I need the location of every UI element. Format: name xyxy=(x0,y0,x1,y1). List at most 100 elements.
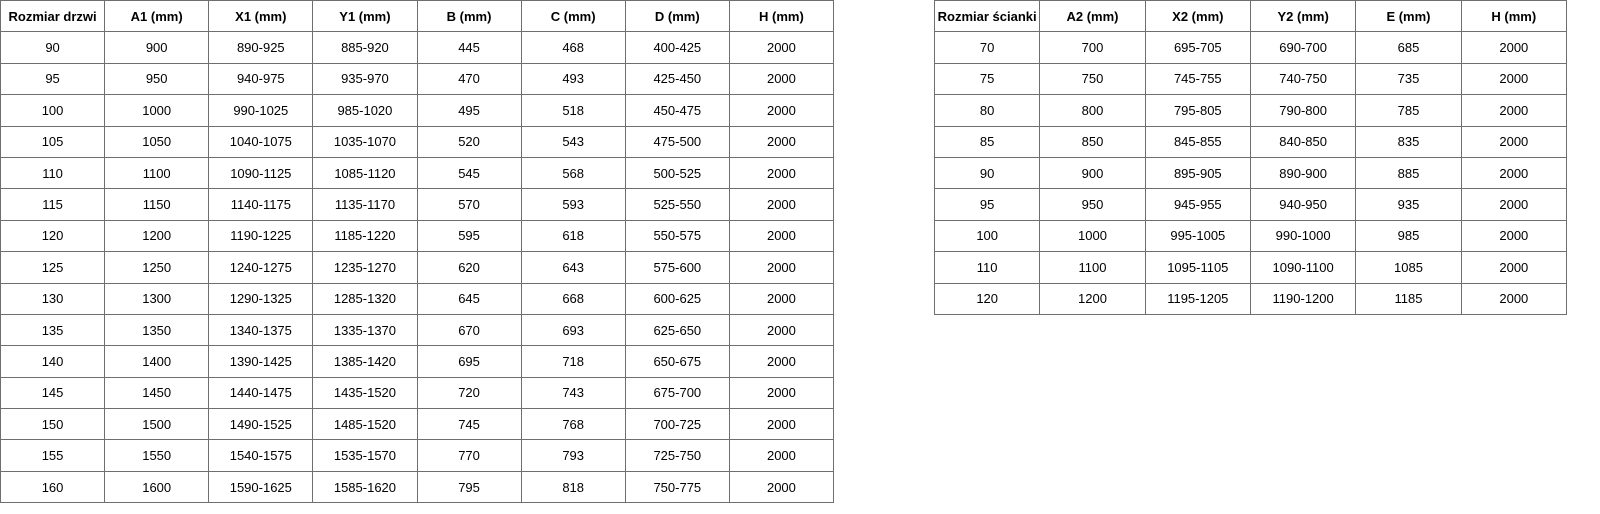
table-cell: 155 xyxy=(0,439,106,472)
table-cell: 840-850 xyxy=(1249,125,1357,158)
table-cell: 2000 xyxy=(1460,31,1568,64)
table-cell: 2000 xyxy=(1460,188,1568,221)
table-cell: 1390-1425 xyxy=(208,345,314,378)
table-cell: 2000 xyxy=(1460,62,1568,96)
table-row: 130 1300 1290-1325 1285-1320 645 668 600-625 20… xyxy=(0,282,835,315)
table-cell: 90 xyxy=(933,156,1041,190)
table-cell: 2000 xyxy=(1460,219,1568,253)
table-cell: 790-800 xyxy=(1249,94,1357,127)
table-cell: 900 xyxy=(1039,156,1146,190)
column-header: A2 (mm) xyxy=(1039,0,1146,33)
table-row: 105 1050 1040-1075 1035-1070 520 543 475-500 20… xyxy=(0,125,835,158)
table-row: 90 900 895-905 890-900 885 2000 xyxy=(933,156,1568,190)
table-cell: 2000 xyxy=(728,62,835,96)
table-cell: 2000 xyxy=(1460,156,1568,190)
table-cell: 120 xyxy=(933,282,1041,315)
column-header: H (mm) xyxy=(1460,0,1568,33)
column-header: Y1 (mm) xyxy=(312,0,418,33)
table-cell: 835 xyxy=(1355,125,1462,158)
table-cell: 768 xyxy=(520,408,626,441)
table-cell: 1035-1070 xyxy=(312,125,418,158)
table-cell: 1085 xyxy=(1355,251,1462,284)
table-cell: 795-805 xyxy=(1144,94,1251,127)
table-row: 135 1350 1340-1375 1335-1370 670 693 625-650 20… xyxy=(0,313,835,347)
table-cell: 650-675 xyxy=(624,345,730,378)
table-cell: 568 xyxy=(520,156,626,190)
column-header: E (mm) xyxy=(1355,0,1462,33)
table-cell: 1485-1520 xyxy=(312,408,418,441)
table-cell: 1095-1105 xyxy=(1144,251,1251,284)
table-cell: 818 xyxy=(520,470,626,504)
table-cell: 950 xyxy=(104,62,210,96)
table-cell: 845-855 xyxy=(1144,125,1251,158)
table-row: 100 1000 995-1005 990-1000 985 2000 xyxy=(933,219,1568,253)
table-cell: 500-525 xyxy=(624,156,730,190)
table-cell: 850 xyxy=(1039,125,1146,158)
table-cell: 625-650 xyxy=(624,313,730,347)
table-cell: 1150 xyxy=(104,188,210,221)
table-cell: 795 xyxy=(416,470,522,504)
table-cell: 110 xyxy=(0,156,106,190)
table-row: 90 900 890-925 885-920 445 468 400-425 2000 xyxy=(0,31,835,64)
table-row: 120 1200 1190-1225 1185-1220 595 618 550-575 20… xyxy=(0,219,835,253)
table-cell: 130 xyxy=(0,282,106,315)
table-row: 95 950 940-975 935-970 470 493 425-450 2000 xyxy=(0,62,835,96)
table-cell: 2000 xyxy=(728,345,835,378)
table-cell: 620 xyxy=(416,251,522,284)
table-cell: 745-755 xyxy=(1144,62,1251,96)
table-row: 110 1100 1090-1125 1085-1120 545 568 500-525 20… xyxy=(0,156,835,190)
column-header: D (mm) xyxy=(624,0,730,33)
table-cell: 1090-1125 xyxy=(208,156,314,190)
table-cell: 695 xyxy=(416,345,522,378)
table-cell: 80 xyxy=(933,94,1041,127)
table-cell: 400-425 xyxy=(624,31,730,64)
table-cell: 2000 xyxy=(1460,125,1568,158)
table-row: 125 1250 1240-1275 1235-1270 620 643 575-600 20… xyxy=(0,251,835,284)
table-cell: 135 xyxy=(0,313,106,347)
column-header: X1 (mm) xyxy=(208,0,314,33)
column-header: Y2 (mm) xyxy=(1249,0,1357,33)
table-cell: 493 xyxy=(520,62,626,96)
table-cell: 643 xyxy=(520,251,626,284)
table-cell: 120 xyxy=(0,219,106,253)
table-cell: 75 xyxy=(933,62,1041,96)
table-cell: 575-600 xyxy=(624,251,730,284)
table-cell: 470 xyxy=(416,62,522,96)
table-cell: 935 xyxy=(1355,188,1462,221)
table-row: 100 1000 990-1025 985-1020 495 518 450-475 2000 xyxy=(0,94,835,127)
table-cell: 990-1000 xyxy=(1249,219,1357,253)
table-row: 75 750 745-755 740-750 735 2000 xyxy=(933,62,1568,96)
table-cell: 1585-1620 xyxy=(312,470,418,504)
column-header: B (mm) xyxy=(416,0,522,33)
table-cell: 95 xyxy=(933,188,1041,221)
table-cell: 1200 xyxy=(104,219,210,253)
table-cell: 100 xyxy=(0,94,106,127)
table-row: 150 1500 1490-1525 1485-1520 745 768 700-725 20… xyxy=(0,408,835,441)
table-cell: 725-750 xyxy=(624,439,730,472)
table-cell: 115 xyxy=(0,188,106,221)
table-cell: 1085-1120 xyxy=(312,156,418,190)
table-cell: 750 xyxy=(1039,62,1146,96)
table-cell: 700 xyxy=(1039,31,1146,64)
table-cell: 2000 xyxy=(728,408,835,441)
header-row: Rozmiar drzwi A1 (mm) X1 (mm) Y1 (mm) B (mm)… xyxy=(0,0,835,33)
table-cell: 950 xyxy=(1039,188,1146,221)
table-cell: 895-905 xyxy=(1144,156,1251,190)
table-cell: 740-750 xyxy=(1249,62,1357,96)
table-row: 140 1400 1390-1425 1385-1420 695 718 650-675 20… xyxy=(0,345,835,378)
table-cell: 670 xyxy=(416,313,522,347)
table-cell: 675-700 xyxy=(624,376,730,410)
table-cell: 718 xyxy=(520,345,626,378)
table-cell: 1250 xyxy=(104,251,210,284)
table-cell: 468 xyxy=(520,31,626,64)
table-cell: 770 xyxy=(416,439,522,472)
table-cell: 1190-1225 xyxy=(208,219,314,253)
table-cell: 2000 xyxy=(728,439,835,472)
table-cell: 1000 xyxy=(104,94,210,127)
table-cell: 2000 xyxy=(728,125,835,158)
table-cell: 150 xyxy=(0,408,106,441)
table-cell: 2000 xyxy=(1460,251,1568,284)
table-cell: 1590-1625 xyxy=(208,470,314,504)
table-cell: 745 xyxy=(416,408,522,441)
table-cell: 1040-1075 xyxy=(208,125,314,158)
